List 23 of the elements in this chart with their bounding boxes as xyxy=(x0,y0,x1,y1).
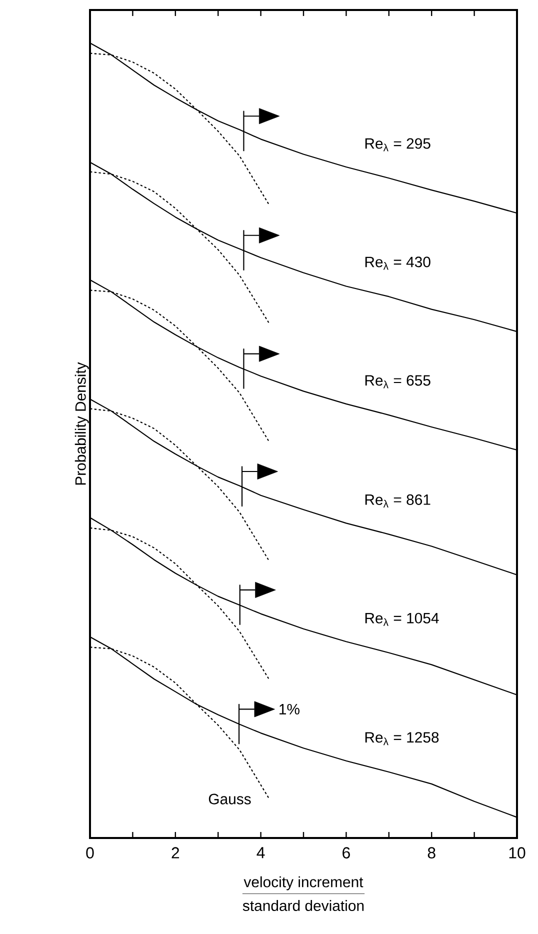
x-tick-label: 8 xyxy=(428,847,436,858)
text: standard deviation xyxy=(242,900,364,912)
point xyxy=(257,463,278,480)
point xyxy=(258,227,280,244)
point xyxy=(258,346,280,362)
x-tick-label: 0 xyxy=(86,847,94,858)
point xyxy=(258,108,280,124)
series-label: Re$_{λ}$ = 1258 xyxy=(365,732,439,746)
series-label: Re$_{λ}$ = 861 xyxy=(365,494,430,508)
x-tick-label: 2 xyxy=(172,847,180,858)
point xyxy=(255,582,276,598)
series-label: Re$_{λ}$ = 655 xyxy=(365,375,430,388)
y-axis-title: Probability Density xyxy=(74,362,89,485)
series-label: Re$_{λ}$ = 1054 xyxy=(365,612,439,626)
x-tick-label: 10 xyxy=(509,847,526,858)
annotation: 1% xyxy=(280,704,300,714)
x-axis-title: velocity increment xyxy=(244,876,364,890)
series-label: Gauss xyxy=(208,794,251,804)
series-label: Re$_{λ}$ = 430 xyxy=(365,256,430,270)
point xyxy=(254,701,275,718)
series-label: Re$_{λ}$ = 295 xyxy=(365,138,430,152)
x-tick-label: 4 xyxy=(256,847,265,858)
x-tick-label: 6 xyxy=(342,847,350,858)
